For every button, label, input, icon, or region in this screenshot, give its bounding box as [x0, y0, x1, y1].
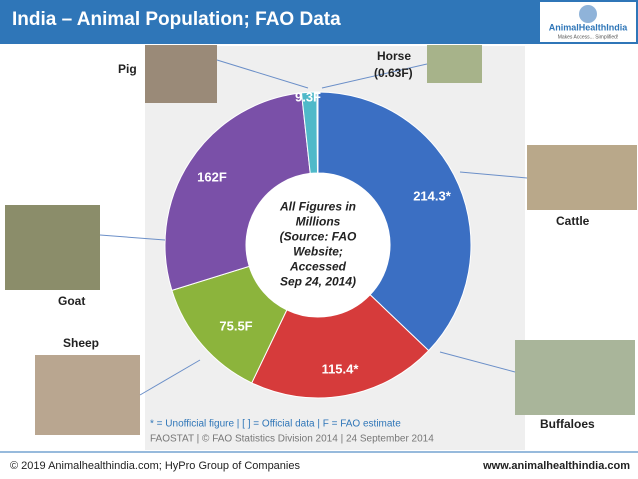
horse-photo — [427, 45, 482, 83]
category-label: Buffaloes — [540, 417, 595, 431]
title: India – Animal Population; FAO Data — [12, 9, 341, 30]
value-label: (0.63F) — [374, 66, 413, 80]
footer-right: www.animalhealthindia.com — [482, 460, 630, 472]
leader-line — [439, 351, 516, 373]
logo-icon — [579, 5, 597, 23]
logo-tagline: Makes Access... Simplified! — [558, 34, 619, 40]
center-text: Accessed — [289, 260, 347, 274]
pig-photo — [145, 45, 217, 103]
goat-photo — [5, 205, 100, 290]
cattle-photo — [527, 145, 637, 210]
value-label: 75.5F — [219, 318, 252, 333]
note: * = Unofficial figure | [ ] = Official d… — [150, 419, 401, 430]
leader-line — [459, 171, 528, 179]
category-label: Horse — [377, 49, 411, 63]
value-label: 162F — [197, 169, 227, 184]
leader-line — [139, 359, 201, 396]
center-text: All Figures in — [279, 200, 356, 214]
value-label: 214.3* — [413, 188, 452, 203]
category-label: Sheep — [63, 336, 99, 350]
donut-hole — [246, 173, 390, 317]
leader-line — [321, 63, 428, 89]
center-text: Millions — [296, 215, 341, 229]
footer-left: © 2019 Animalhealthindia.com; HyPro Grou… — [10, 460, 300, 472]
value-label: 115.4* — [322, 361, 360, 376]
leader-line — [216, 59, 309, 89]
center-text: Website; — [293, 245, 343, 259]
category-label: Goat — [58, 294, 85, 308]
header-bar — [0, 0, 638, 44]
center-text: (Source: FAO — [280, 230, 357, 244]
photos — [5, 45, 637, 435]
sheep-photo — [35, 355, 140, 435]
note: FAOSTAT | © FAO Statistics Division 2014… — [150, 434, 434, 445]
buffalo-photo — [515, 340, 635, 415]
leader-lines — [99, 59, 528, 396]
value-label: 9.3F — [295, 89, 321, 104]
center-text: Sep 24, 2014) — [280, 275, 356, 289]
leader-line — [99, 234, 166, 241]
category-label: Pig — [118, 62, 137, 76]
category-label: Cattle — [556, 214, 590, 228]
logo-name: AnimalHealthIndia — [549, 22, 629, 32]
